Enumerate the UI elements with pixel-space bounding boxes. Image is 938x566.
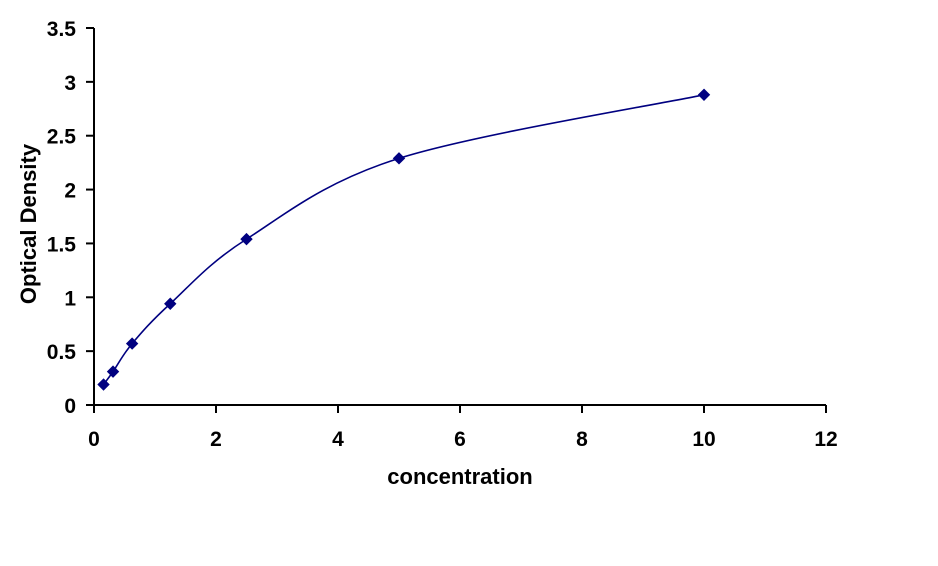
data-markers	[97, 88, 711, 391]
x-ticks: 0 2 4 6 8 10 12	[88, 405, 838, 451]
y-tick-label: 0	[64, 395, 76, 418]
data-point	[125, 337, 139, 350]
x-tick-label: 2	[210, 428, 222, 451]
y-tick-label: 0.5	[47, 341, 77, 364]
data-point	[164, 297, 177, 310]
data-point	[106, 365, 120, 378]
x-tick-label: 4	[332, 428, 344, 451]
y-tick-label: 1.5	[47, 233, 77, 256]
y-tick-label: 3.5	[47, 18, 77, 41]
y-axis-title: Optical Density	[16, 143, 41, 304]
data-point	[392, 152, 406, 165]
x-tick-label: 10	[692, 428, 715, 451]
x-tick-label: 0	[88, 428, 100, 451]
y-tick-label: 1	[64, 287, 76, 310]
x-tick-label: 6	[454, 428, 466, 451]
x-tick-label: 8	[576, 428, 588, 451]
data-point	[97, 378, 110, 391]
plot-area: 0 2 4 6 8 10 12 0 0.5 1 1.5 2 2.5 3 3.5	[47, 18, 838, 451]
y-tick-label: 2	[64, 180, 76, 203]
y-tick-label: 3	[64, 72, 76, 95]
data-point	[697, 88, 711, 101]
y-ticks: 0 0.5 1 1.5 2 2.5 3 3.5	[47, 18, 94, 418]
y-tick-label: 2.5	[47, 126, 77, 149]
data-point	[240, 232, 253, 246]
x-axis-title: concentration	[387, 464, 532, 489]
x-tick-label: 12	[814, 428, 837, 451]
fit-curve	[102, 93, 705, 386]
